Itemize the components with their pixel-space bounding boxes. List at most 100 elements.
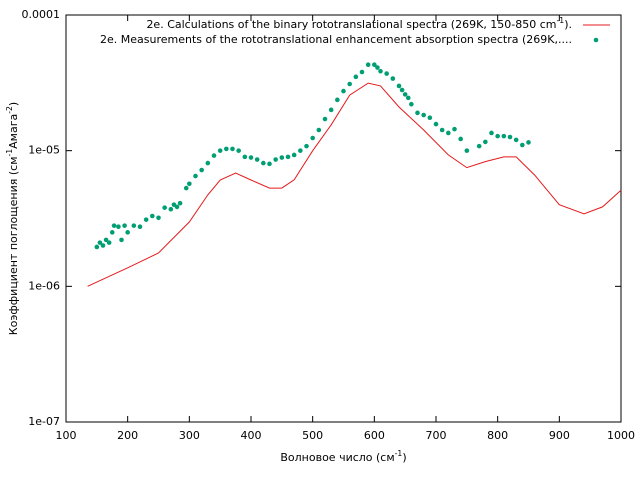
data-point — [513, 137, 519, 143]
data-point — [476, 143, 482, 149]
y-tick-label: 1e-05 — [28, 144, 60, 157]
data-point — [452, 126, 457, 132]
data-point — [378, 68, 383, 74]
y-tick-label: 0.0001 — [22, 8, 61, 21]
data-point — [353, 74, 359, 80]
data-point — [199, 167, 204, 173]
text-part: ) — [402, 451, 406, 464]
data-point — [109, 230, 115, 235]
data-point — [520, 142, 525, 148]
data-point — [501, 133, 507, 139]
text-part: ) — [7, 102, 20, 106]
data-point — [174, 204, 180, 210]
superscript: -2 — [5, 106, 14, 114]
data-point — [156, 215, 161, 221]
x-tick-label: 800 — [487, 429, 508, 442]
x-tick-label: 400 — [241, 429, 262, 442]
superscript: -1 — [557, 16, 565, 25]
data-point — [168, 206, 174, 212]
data-point — [187, 181, 192, 187]
text-part: Амага — [7, 114, 20, 149]
calc-line — [87, 82, 622, 287]
data-point — [279, 155, 285, 160]
text-part: ). — [564, 18, 572, 31]
data-point — [304, 143, 309, 149]
data-point — [122, 223, 127, 228]
text-part: Волновое число (см — [280, 451, 394, 464]
data-point — [162, 205, 167, 210]
data-point — [489, 130, 494, 136]
data-point — [177, 200, 183, 206]
data-point — [427, 115, 433, 120]
data-point — [100, 243, 106, 248]
data-point — [291, 152, 297, 158]
data-point — [254, 157, 260, 162]
data-point — [405, 95, 411, 101]
x-axis-label: Волновое число (см-1) — [280, 449, 406, 465]
x-tick-label: 1000 — [607, 429, 635, 442]
data-point — [396, 83, 402, 89]
data-point — [359, 69, 365, 75]
data-point — [495, 133, 500, 139]
data-point — [131, 223, 137, 228]
data-point — [106, 240, 112, 245]
data-point — [248, 155, 254, 160]
x-tick-label: 700 — [426, 429, 447, 442]
data-point — [375, 65, 380, 70]
data-point — [224, 146, 229, 152]
data-point — [372, 62, 377, 68]
data-point — [193, 173, 198, 179]
data-point — [150, 213, 155, 219]
data-point — [298, 148, 303, 153]
y-axis-label: Коэффициент поглощения (см-1Амага-2) — [5, 102, 21, 335]
superscript: -1 — [5, 149, 14, 157]
data-point — [402, 92, 408, 97]
data-point — [242, 154, 248, 160]
superscript: -1 — [395, 449, 403, 458]
x-tick-label: 300 — [179, 429, 200, 442]
data-point — [365, 62, 371, 68]
data-point — [464, 148, 470, 153]
data-point — [399, 87, 405, 93]
legend-label: 2e. Measurements of the rototranslationa… — [100, 33, 572, 46]
x-tick-label: 200 — [117, 429, 138, 442]
data-point — [328, 107, 334, 113]
data-point — [116, 224, 121, 230]
data-point — [285, 154, 291, 160]
x-tick-label: 500 — [302, 429, 323, 442]
data-point — [183, 185, 189, 191]
data-point — [384, 71, 389, 76]
data-point — [125, 230, 130, 235]
text-part: Коэффициент поглощения (см — [7, 157, 20, 336]
data-point — [267, 161, 272, 167]
y-tick-label: 1e-06 — [28, 279, 60, 292]
data-point — [409, 101, 414, 107]
data-point — [217, 148, 223, 153]
plot-frame — [65, 14, 622, 423]
data-point — [236, 148, 241, 153]
x-tick-label: 100 — [56, 429, 77, 442]
data-point — [261, 160, 266, 166]
data-point — [421, 112, 426, 118]
data-point — [483, 139, 488, 145]
data-point — [310, 135, 315, 141]
data-point — [341, 88, 346, 94]
data-point — [526, 140, 531, 145]
data-point — [335, 97, 340, 103]
y-tick-label: 1e-07 — [28, 415, 60, 428]
data-point — [119, 237, 124, 243]
data-point — [94, 244, 100, 250]
data-point — [322, 116, 328, 122]
data-point — [507, 134, 513, 140]
text-part: 2e. Measurements of the rototranslationa… — [100, 33, 572, 46]
data-point — [439, 127, 445, 133]
x-tick-label: 900 — [549, 429, 570, 442]
data-point — [103, 237, 109, 243]
legend-label: 2e. Calculations of the binary rototrans… — [146, 16, 572, 32]
data-point — [111, 223, 117, 228]
text-part: 2e. Calculations of the binary rototrans… — [146, 18, 556, 31]
data-point — [97, 240, 103, 245]
data-point — [390, 76, 396, 81]
data-point — [273, 157, 278, 162]
